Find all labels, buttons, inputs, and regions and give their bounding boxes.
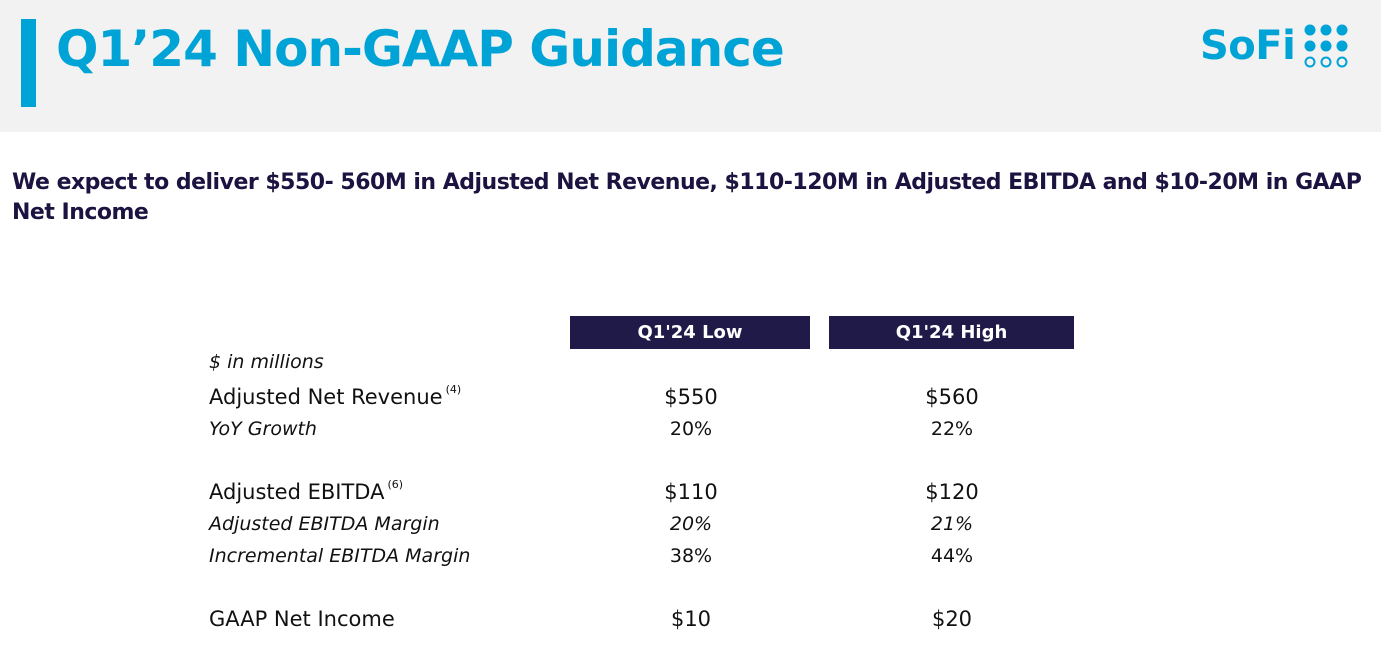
value-high-yoy-growth: 22% xyxy=(930,418,974,440)
units-label: $ in millions xyxy=(209,351,324,373)
row-label-text: Adjusted Net Revenue xyxy=(209,385,443,409)
sofi-logo: SoFi xyxy=(1200,22,1349,70)
logo-text: SoFi xyxy=(1200,23,1296,69)
row-label-gaap-net-income: GAAP Net Income xyxy=(209,607,395,631)
row-label-adjusted-ebitda-margin: Adjusted EBITDA Margin xyxy=(209,513,440,535)
row-label-text: Adjusted EBITDA xyxy=(209,480,385,504)
title-accent-bar xyxy=(21,19,36,107)
header-band: Q1’24 Non-GAAP Guidance SoFi xyxy=(0,0,1381,132)
row-label-adjusted-ebitda: Adjusted EBITDA (6) xyxy=(209,478,404,504)
value-low-yoy-growth: 20% xyxy=(669,418,713,440)
row-label-adjusted-net-revenue: Adjusted Net Revenue (4) xyxy=(209,383,462,409)
sofi-dots-icon xyxy=(1304,24,1348,68)
footnote-ref: (6) xyxy=(387,478,404,491)
column-header-low: Q1'24 Low xyxy=(570,316,810,349)
row-label-incremental-ebitda-margin: Incremental EBITDA Margin xyxy=(209,545,471,567)
value-high-adjusted-net-revenue: $560 xyxy=(925,385,979,409)
row-label-yoy-growth: YoY Growth xyxy=(209,418,317,440)
value-low-adjusted-ebitda: $110 xyxy=(664,480,718,504)
value-high-adjusted-ebitda-margin: 21% xyxy=(930,513,974,535)
value-high-adjusted-ebitda: $120 xyxy=(925,480,979,504)
value-high-incremental-ebitda-margin: 44% xyxy=(930,545,974,567)
value-high-gaap-net-income: $20 xyxy=(931,607,973,631)
value-low-gaap-net-income: $10 xyxy=(670,607,712,631)
value-low-adjusted-ebitda-margin: 20% xyxy=(669,513,713,535)
value-low-adjusted-net-revenue: $550 xyxy=(664,385,718,409)
column-header-high: Q1'24 High xyxy=(829,316,1074,349)
footnote-ref: (4) xyxy=(445,383,462,396)
value-low-incremental-ebitda-margin: 38% xyxy=(669,545,713,567)
slide-title: Q1’24 Non-GAAP Guidance xyxy=(56,20,785,78)
guidance-headline: We expect to deliver $550- 560M in Adjus… xyxy=(12,170,1362,225)
